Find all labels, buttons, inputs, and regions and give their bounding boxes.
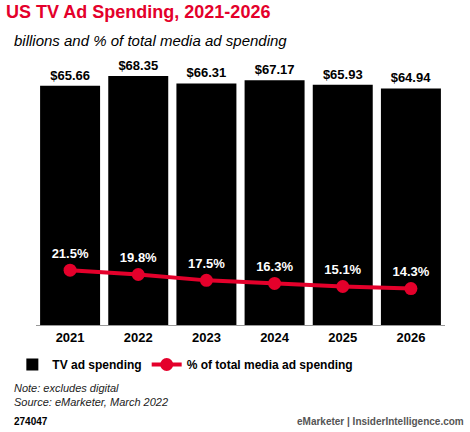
svg-text:2023: 2023: [192, 330, 221, 345]
svg-text:15.1%: 15.1%: [324, 262, 361, 277]
svg-text:$65.66: $65.66: [50, 68, 90, 83]
svg-text:14.3%: 14.3%: [392, 264, 429, 279]
svg-text:274047: 274047: [14, 416, 48, 427]
svg-text:2022: 2022: [124, 330, 153, 345]
svg-text:Note: excludes digital: Note: excludes digital: [14, 382, 119, 394]
svg-text:billions and % of total media: billions and % of total media ad spendin…: [14, 32, 287, 49]
svg-text:2024: 2024: [260, 330, 290, 345]
svg-text:17.5%: 17.5%: [188, 256, 225, 271]
svg-text:$68.35: $68.35: [118, 58, 158, 73]
svg-text:16.3%: 16.3%: [256, 259, 293, 274]
svg-text:2026: 2026: [396, 330, 425, 345]
svg-text:$64.94: $64.94: [391, 70, 432, 85]
svg-text:$67.17: $67.17: [255, 62, 295, 77]
svg-text:2025: 2025: [328, 330, 357, 345]
svg-text:% of total media ad spending: % of total media ad spending: [187, 358, 353, 372]
svg-text:2021: 2021: [56, 330, 85, 345]
svg-text:$65.93: $65.93: [323, 67, 363, 82]
svg-text:19.8%: 19.8%: [120, 250, 157, 265]
svg-text:Source: eMarketer, March 2022: Source: eMarketer, March 2022: [14, 396, 168, 408]
svg-text:US TV Ad Spending, 2021-2026: US TV Ad Spending, 2021-2026: [6, 2, 270, 22]
svg-text:eMarketer | InsiderIntelligenc: eMarketer | InsiderIntelligence.com: [297, 416, 464, 427]
svg-text:$66.31: $66.31: [187, 65, 227, 80]
svg-text:21.5%: 21.5%: [52, 246, 89, 261]
svg-text:TV ad spending: TV ad spending: [52, 358, 141, 372]
